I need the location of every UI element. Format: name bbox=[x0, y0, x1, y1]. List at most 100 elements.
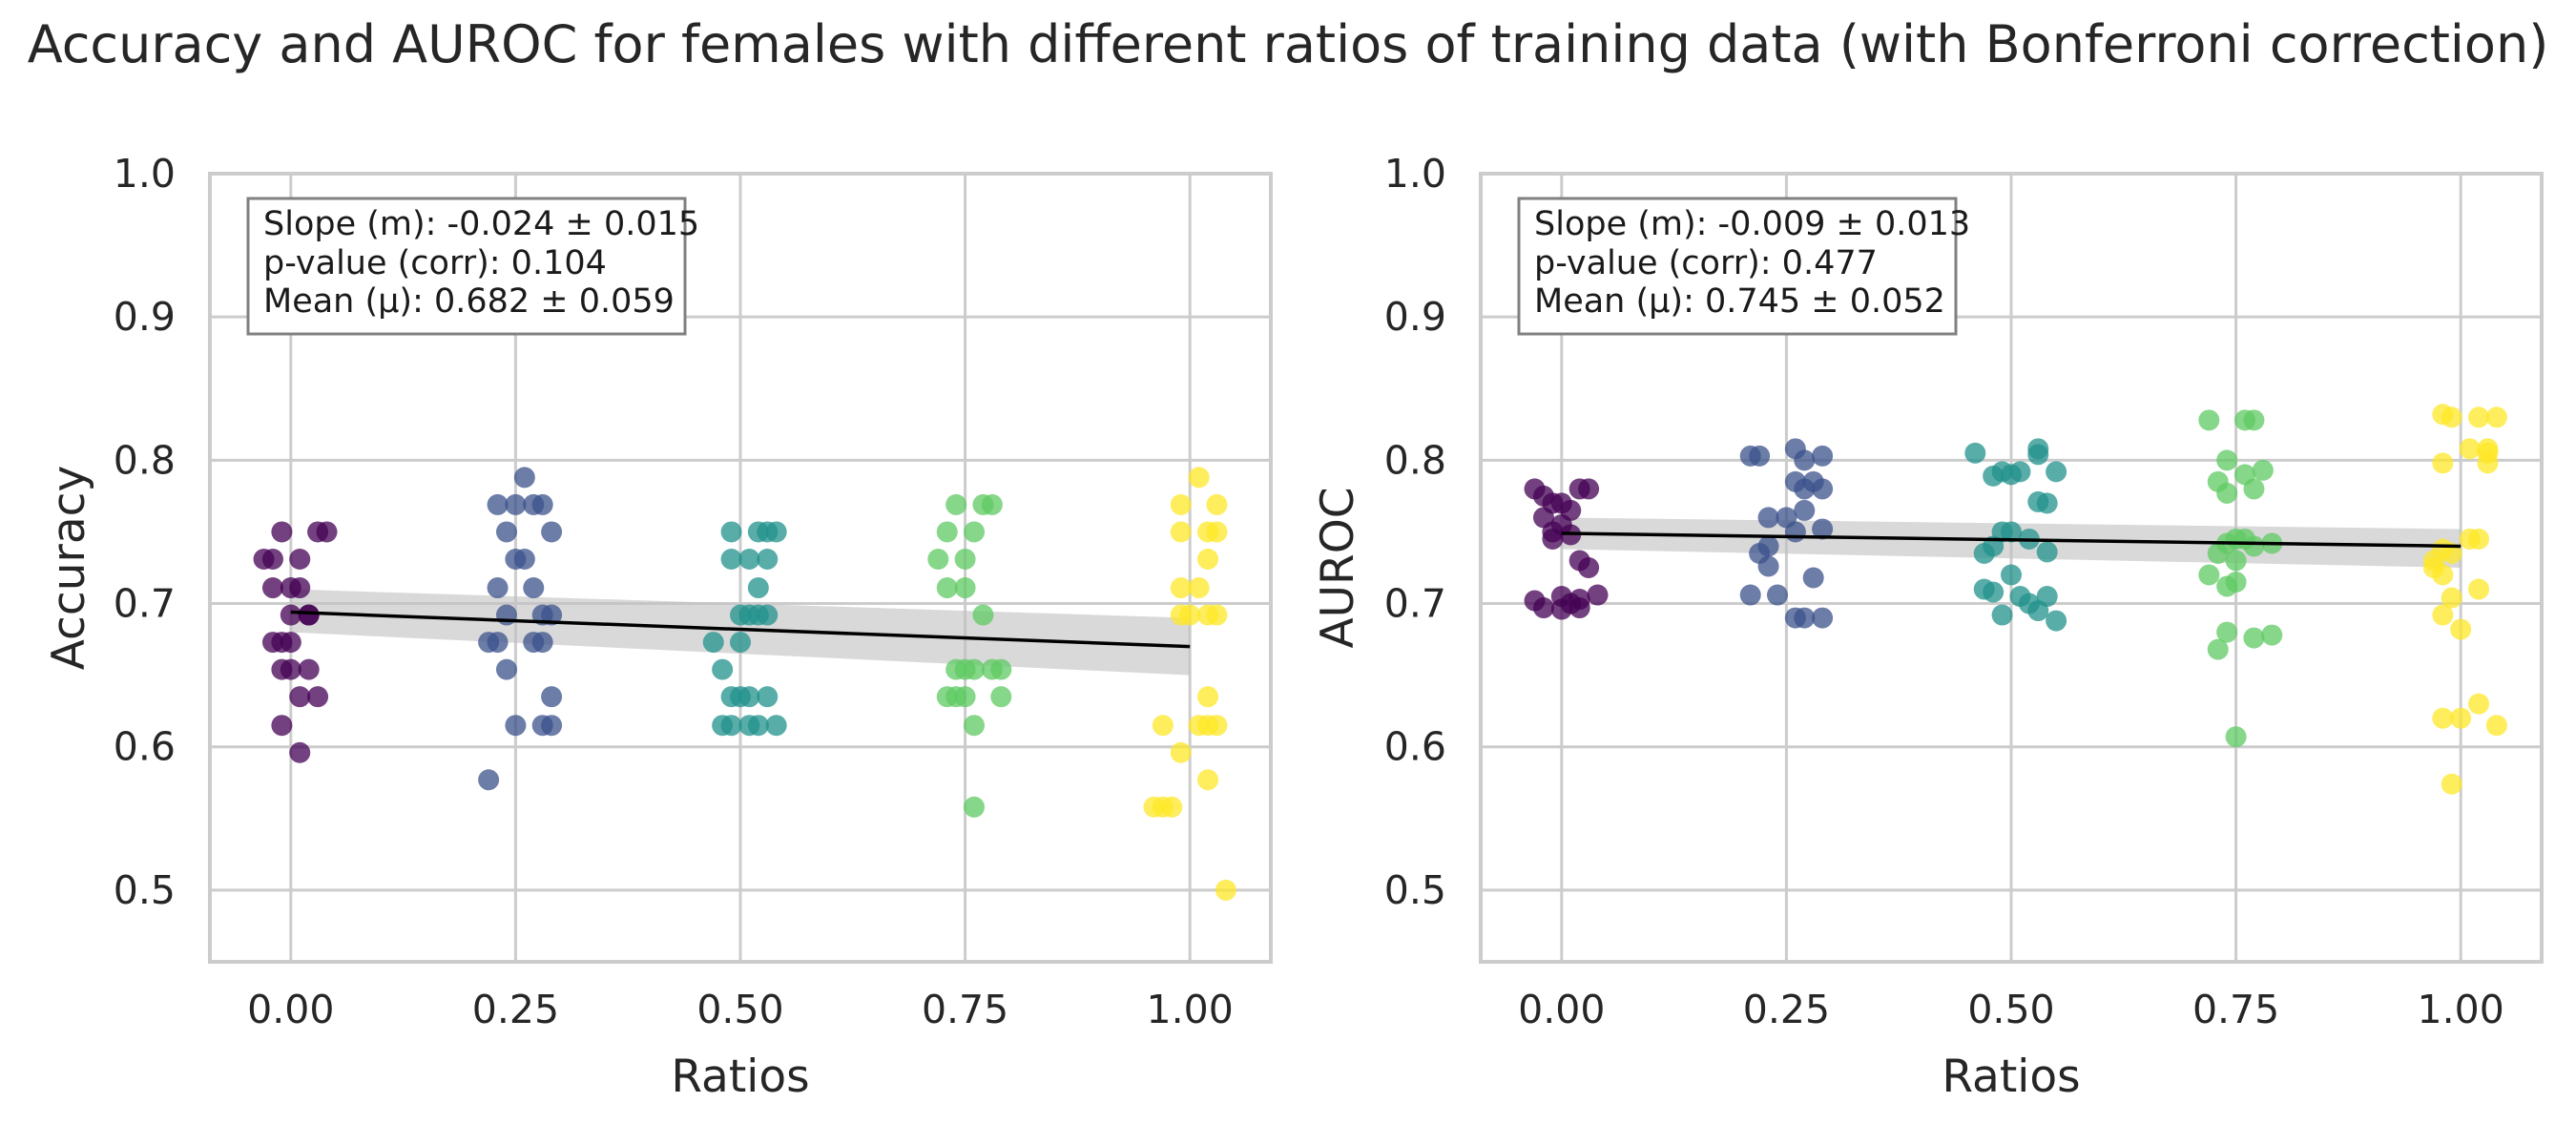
data-point bbox=[720, 548, 742, 570]
data-point bbox=[2027, 444, 2049, 466]
data-point bbox=[1152, 715, 1174, 737]
data-point bbox=[289, 577, 311, 599]
data-point bbox=[730, 632, 751, 654]
data-point bbox=[2432, 604, 2454, 626]
data-point bbox=[765, 521, 787, 543]
accuracy-panel: 0.00 0.25 0.50 0.75 1.00 0.5 0.6 0.7 0.8 0.9 1.0 R… bbox=[43, 151, 1273, 1103]
y-axis-label: AUROC bbox=[1312, 487, 1364, 648]
y-tick-label: 0.9 bbox=[1384, 294, 1446, 340]
data-point bbox=[2036, 541, 2058, 563]
data-point bbox=[2252, 459, 2274, 481]
data-point bbox=[738, 686, 760, 708]
x-tick-label: 0.25 bbox=[472, 987, 559, 1032]
data-point bbox=[1812, 478, 1834, 500]
data-point bbox=[2243, 535, 2265, 557]
data-point bbox=[1578, 557, 1600, 578]
y-tick-label: 0.7 bbox=[114, 581, 176, 627]
data-point bbox=[1794, 478, 1816, 500]
data-point bbox=[757, 686, 779, 708]
data-point bbox=[1812, 518, 1834, 540]
data-point bbox=[2216, 621, 2238, 643]
data-point bbox=[1206, 521, 1228, 543]
data-point bbox=[261, 577, 283, 599]
data-point bbox=[738, 548, 760, 570]
data-point bbox=[2441, 587, 2462, 609]
data-point bbox=[2468, 578, 2490, 600]
data-point bbox=[1794, 499, 1816, 521]
data-point bbox=[954, 686, 976, 708]
data-point bbox=[298, 604, 320, 626]
x-tick-label: 0.25 bbox=[1743, 987, 1830, 1032]
data-point bbox=[2207, 542, 2229, 564]
data-point bbox=[1170, 493, 1192, 515]
data-point bbox=[2225, 550, 2247, 572]
data-point bbox=[2459, 438, 2481, 460]
data-point bbox=[2243, 478, 2265, 500]
data-point bbox=[1757, 507, 1779, 529]
plot-frame bbox=[1479, 172, 2544, 964]
data-point bbox=[2468, 528, 2490, 550]
data-point bbox=[2198, 564, 2220, 586]
x-axis-label: Ratios bbox=[1942, 1051, 2080, 1103]
data-point bbox=[289, 548, 311, 570]
data-point bbox=[2468, 406, 2490, 428]
data-point bbox=[1170, 741, 1192, 763]
stat-mean: Mean (μ): 0.682 ± 0.059 bbox=[263, 282, 675, 321]
data-point bbox=[271, 658, 293, 680]
data-point bbox=[1983, 581, 2005, 603]
data-point bbox=[487, 632, 509, 654]
data-point bbox=[765, 715, 787, 737]
y-axis-label: Accuracy bbox=[43, 466, 95, 671]
data-point bbox=[2216, 449, 2238, 471]
x-tick-label: 1.00 bbox=[2418, 987, 2504, 1032]
x-tick-label: 0.75 bbox=[2192, 987, 2279, 1032]
data-point bbox=[1794, 449, 1816, 471]
data-point bbox=[2450, 707, 2472, 729]
data-point bbox=[1812, 607, 1834, 629]
y-tick-label: 0.5 bbox=[114, 867, 176, 913]
data-point bbox=[513, 467, 535, 489]
data-point bbox=[964, 796, 986, 818]
data-point bbox=[1550, 598, 1572, 620]
data-point bbox=[2207, 638, 2229, 660]
data-point bbox=[981, 493, 1003, 515]
data-point bbox=[2225, 726, 2247, 748]
x-tick-label: 0.00 bbox=[1518, 987, 1605, 1032]
regression-line bbox=[1561, 531, 2462, 549]
data-point bbox=[1784, 521, 1806, 543]
data-point bbox=[702, 632, 724, 654]
y-tick-label: 0.5 bbox=[1384, 867, 1446, 913]
data-point bbox=[1542, 528, 1564, 550]
stat-p-value: p-value (corr): 0.104 bbox=[263, 244, 607, 282]
data-point bbox=[1587, 584, 1609, 606]
stats-box: Slope (m): -0.009 ± 0.013 p-value (corr)… bbox=[1517, 197, 1970, 336]
data-point bbox=[289, 741, 311, 763]
data-point bbox=[747, 577, 769, 599]
data-point bbox=[1197, 548, 1219, 570]
data-point bbox=[1532, 597, 1554, 619]
data-point bbox=[1739, 584, 1761, 606]
data-point bbox=[541, 521, 563, 543]
data-point bbox=[478, 769, 500, 791]
data-point bbox=[1568, 597, 1590, 619]
data-point bbox=[954, 548, 976, 570]
data-point bbox=[972, 604, 994, 626]
data-point bbox=[271, 521, 293, 543]
data-point bbox=[927, 548, 949, 570]
data-point bbox=[316, 521, 338, 543]
data-point bbox=[1206, 604, 1228, 626]
y-tick-label: 1.0 bbox=[1384, 151, 1446, 197]
data-point bbox=[2477, 452, 2499, 474]
data-point bbox=[1802, 567, 1824, 589]
data-point bbox=[2009, 461, 2031, 483]
data-point bbox=[1206, 715, 1228, 737]
y-tick-label: 0.6 bbox=[1384, 724, 1446, 770]
data-point bbox=[1757, 555, 1779, 577]
data-point bbox=[487, 493, 509, 515]
stat-slope: Slope (m): -0.009 ± 0.013 bbox=[1534, 205, 1970, 243]
data-point bbox=[936, 521, 958, 543]
y-tick-label: 0.8 bbox=[114, 437, 176, 483]
stats-box: Slope (m): -0.024 ± 0.015 p-value (corr)… bbox=[246, 197, 699, 336]
data-point bbox=[1766, 584, 1788, 606]
data-point bbox=[541, 715, 563, 737]
